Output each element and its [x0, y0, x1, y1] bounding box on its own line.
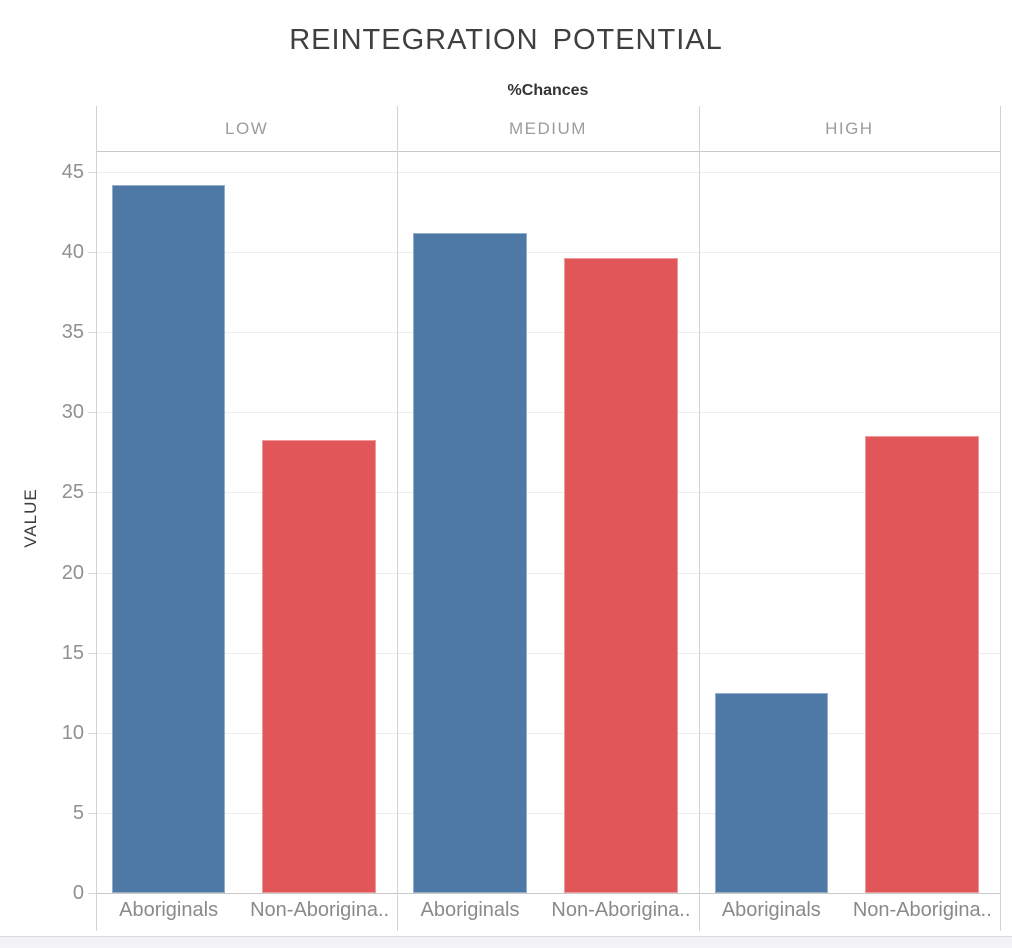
gridline: [96, 732, 1000, 734]
x-axis-line: [96, 893, 1000, 894]
panel-header-high: HIGH: [825, 118, 874, 138]
x-tick-label: Aboriginals: [420, 899, 520, 921]
y-tick-mark: [88, 572, 96, 574]
header-bottom-border: [96, 151, 1000, 152]
bar-low-aboriginals[interactable]: [112, 184, 226, 893]
x-tick-label: Aboriginals: [119, 899, 219, 921]
gridline: [96, 652, 1000, 654]
gridline: [96, 252, 1000, 253]
y-tick-mark: [88, 732, 96, 734]
y-tick-label: 25: [61, 481, 84, 504]
gridline: [96, 572, 1000, 574]
x-tick-label: Non-Aborigina..: [852, 899, 992, 921]
x-tick-label: Non-Aborigina..: [551, 899, 691, 921]
y-axis-line: [96, 106, 97, 931]
y-tick-label: 10: [61, 721, 84, 744]
y-tick-mark: [88, 171, 96, 173]
y-tick-mark: [88, 492, 96, 494]
bar-low-non-aboriginals[interactable]: [262, 439, 377, 893]
plot-right-border: [1000, 106, 1001, 931]
column-field-label: %Chances: [507, 82, 589, 99]
y-tick-mark: [88, 812, 96, 814]
bar-medium-aboriginals[interactable]: [413, 232, 527, 893]
y-tick-label: 30: [61, 401, 84, 424]
y-tick-mark: [88, 252, 96, 253]
y-tick-label: 20: [61, 561, 84, 584]
y-tick-mark: [88, 893, 96, 894]
gridline: [96, 171, 1000, 173]
chart-title: REINTEGRATION POTENTIAL: [289, 24, 723, 56]
y-tick-label: 45: [61, 160, 84, 183]
y-tick-label: 35: [61, 321, 84, 344]
y-tick-mark: [88, 652, 96, 654]
gridline: [96, 412, 1000, 414]
bar-high-aboriginals[interactable]: [714, 692, 828, 893]
panel-header-medium: MEDIUM: [509, 118, 587, 138]
panel-header-low: LOW: [225, 118, 269, 138]
window-bottom-edge: [0, 936, 1012, 948]
y-tick-label: 15: [61, 641, 84, 664]
gridline: [96, 332, 1000, 334]
panel-divider: [698, 106, 700, 931]
x-tick-label: Non-Aborigina..: [250, 899, 390, 921]
bar-high-non-aboriginals[interactable]: [865, 436, 980, 893]
gridline: [96, 812, 1000, 814]
y-tick-mark: [88, 332, 96, 334]
gridline: [96, 492, 1000, 494]
y-tick-label: 40: [61, 241, 84, 263]
y-tick-label: 0: [72, 882, 84, 904]
x-tick-label: Aboriginals: [721, 899, 821, 921]
bar-medium-non-aboriginals[interactable]: [563, 258, 678, 893]
y-tick-mark: [88, 412, 96, 414]
y-tick-label: 5: [72, 801, 84, 824]
panel-divider: [397, 106, 399, 931]
